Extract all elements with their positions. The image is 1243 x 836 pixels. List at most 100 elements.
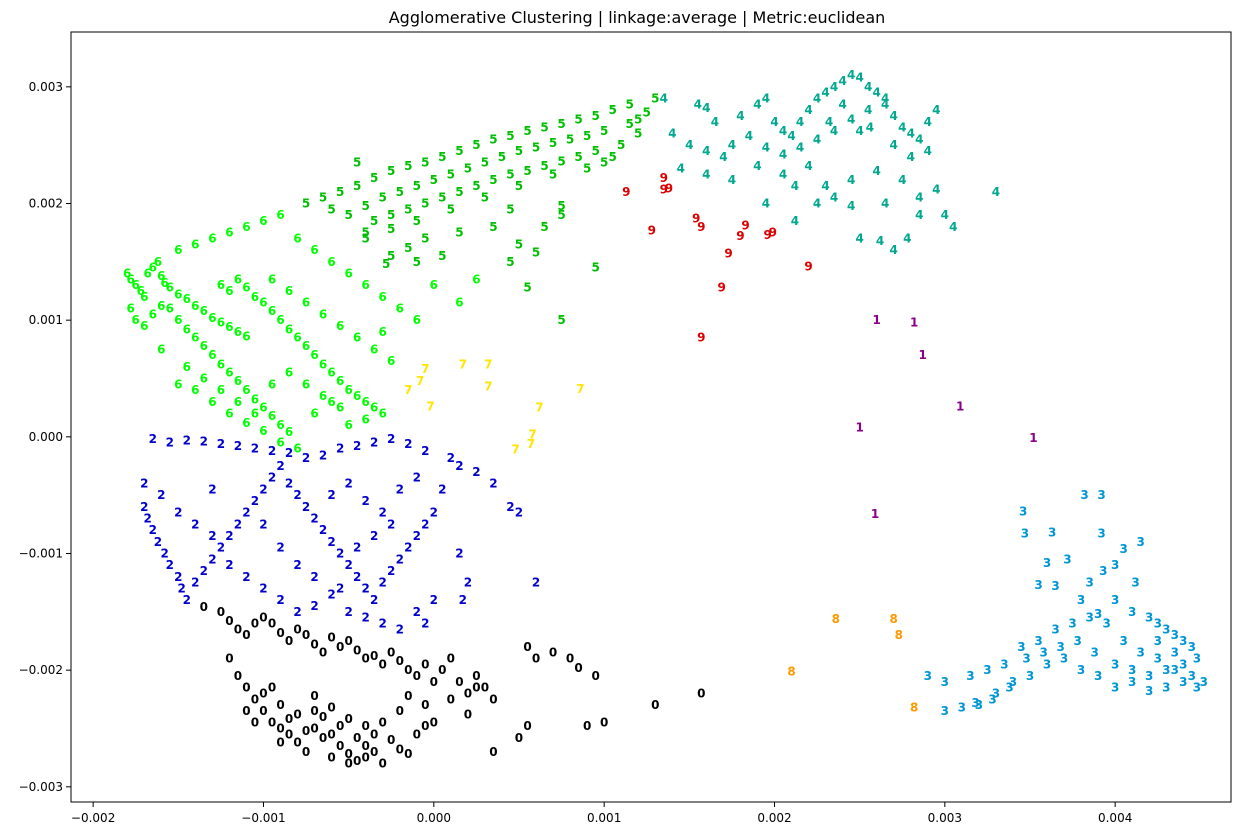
cluster-6-point: 6 xyxy=(137,284,145,298)
cluster-0-point: 0 xyxy=(472,669,480,683)
cluster-0-point: 0 xyxy=(387,733,395,747)
cluster-0-point: 0 xyxy=(362,719,370,733)
cluster-2-point: 2 xyxy=(455,459,463,473)
cluster-7-point: 7 xyxy=(535,401,543,415)
cluster-5-point: 5 xyxy=(532,141,540,155)
cluster-3-point: 3 xyxy=(1094,669,1102,683)
cluster-0-point: 0 xyxy=(242,704,250,718)
cluster-0-point: 0 xyxy=(370,745,378,759)
cluster-5-point: 5 xyxy=(574,150,582,164)
cluster-2-point: 2 xyxy=(149,432,157,446)
cluster-4-point: 4 xyxy=(762,141,770,155)
cluster-3-point: 3 xyxy=(1080,488,1088,502)
cluster-0-point: 0 xyxy=(327,727,335,741)
cluster-3-point: 3 xyxy=(941,704,949,718)
cluster-5-point: 5 xyxy=(472,179,480,193)
cluster-0-point: 0 xyxy=(302,628,310,642)
cluster-5-point: 5 xyxy=(481,191,489,205)
cluster-5-point: 5 xyxy=(353,179,361,193)
cluster-2-point: 2 xyxy=(259,517,267,531)
cluster-5-point: 5 xyxy=(382,257,390,271)
cluster-4-point: 4 xyxy=(838,74,846,88)
cluster-0-point: 0 xyxy=(353,754,361,768)
cluster-0-point: 0 xyxy=(379,716,387,730)
cluster-0-point: 0 xyxy=(302,745,310,759)
cluster-3-point: 3 xyxy=(983,663,991,677)
cluster-6-point: 6 xyxy=(293,331,301,345)
cluster-0-point: 0 xyxy=(523,640,531,654)
cluster-5-point: 5 xyxy=(557,117,565,131)
cluster-2-point: 2 xyxy=(379,576,387,590)
cluster-4-point: 4 xyxy=(702,167,710,181)
cluster-6-point: 6 xyxy=(217,383,225,397)
cluster-3-point: 3 xyxy=(1111,558,1119,572)
cluster-5-point: 5 xyxy=(404,159,412,173)
cluster-2-point: 2 xyxy=(183,433,191,447)
cluster-3-point: 3 xyxy=(975,698,983,712)
cluster-2-point: 2 xyxy=(489,477,497,491)
cluster-5-point: 5 xyxy=(404,241,412,255)
cluster-5-point: 5 xyxy=(438,249,446,263)
cluster-2-point: 2 xyxy=(178,582,186,596)
cluster-7-point: 7 xyxy=(576,382,584,396)
cluster-0-point: 0 xyxy=(421,698,429,712)
x-tick-label: 0.004 xyxy=(1098,811,1132,825)
cluster-5-point: 5 xyxy=(574,113,582,127)
cluster-2-point: 2 xyxy=(234,439,242,453)
cluster-0-point: 0 xyxy=(200,600,208,614)
cluster-5-point: 5 xyxy=(523,281,531,295)
cluster-5-point: 5 xyxy=(591,144,599,158)
cluster-6-point: 6 xyxy=(208,348,216,362)
y-axis: −0.003 −0.002 −0.001 0.000 0.001 0.002 0.003 xyxy=(19,80,71,794)
cluster-6-point: 6 xyxy=(370,342,378,356)
cluster-6-point: 6 xyxy=(387,354,395,368)
cluster-4-point: 4 xyxy=(660,92,668,106)
cluster-2-point: 2 xyxy=(200,435,208,449)
cluster-5-point: 5 xyxy=(421,156,429,170)
cluster-1-point: 1 xyxy=(855,421,863,435)
cluster-2-point: 2 xyxy=(191,517,199,531)
x-tick-label: 0.001 xyxy=(587,811,621,825)
cluster-3-point: 3 xyxy=(1120,542,1128,556)
cluster-0-point: 0 xyxy=(362,751,370,765)
cluster-1-point: 1 xyxy=(910,316,918,330)
cluster-0-point: 0 xyxy=(251,716,259,730)
cluster-6-point: 6 xyxy=(242,383,250,397)
cluster-5-point: 5 xyxy=(455,226,463,240)
cluster-0-point: 0 xyxy=(362,652,370,666)
cluster-2-point: 2 xyxy=(336,442,344,456)
cluster-5-point: 5 xyxy=(464,162,472,176)
cluster-2-point: 2 xyxy=(234,517,242,531)
cluster-4-point: 4 xyxy=(915,208,923,222)
cluster-9-point: 9 xyxy=(622,185,630,199)
cluster-6-point: 6 xyxy=(242,220,250,234)
cluster-6-point: 6 xyxy=(123,267,131,281)
cluster-6-point: 6 xyxy=(154,255,162,269)
cluster-6-point: 6 xyxy=(310,407,318,421)
cluster-3-point: 3 xyxy=(1039,646,1047,660)
cluster-3-point: 3 xyxy=(1162,663,1170,677)
cluster-2-point: 2 xyxy=(191,576,199,590)
cluster-4-point: 4 xyxy=(915,132,923,146)
cluster-0-point: 0 xyxy=(489,692,497,706)
cluster-2-point: 2 xyxy=(200,564,208,578)
cluster-3-point: 3 xyxy=(1043,556,1051,570)
cluster-2-point: 2 xyxy=(413,605,421,619)
cluster-5-point: 5 xyxy=(591,261,599,275)
cluster-6-point: 6 xyxy=(149,307,157,321)
chart-title: Agglomerative Clustering | linkage:avera… xyxy=(389,8,886,27)
cluster-1-point: 1 xyxy=(919,348,927,362)
cluster-2-point: 2 xyxy=(225,529,233,543)
cluster-3-point: 3 xyxy=(1051,579,1059,593)
cluster-4-point: 4 xyxy=(924,144,932,158)
cluster-2-point: 2 xyxy=(396,622,404,636)
cluster-3-point: 3 xyxy=(992,687,1000,701)
cluster-0-point: 0 xyxy=(336,640,344,654)
cluster-5-point: 5 xyxy=(506,167,514,181)
cluster-3-point: 3 xyxy=(1145,684,1153,698)
cluster-4-point: 4 xyxy=(779,148,787,162)
cluster-6-point: 6 xyxy=(200,372,208,386)
cluster-2-point: 2 xyxy=(396,552,404,566)
cluster-3-point: 3 xyxy=(1063,552,1071,566)
cluster-9-point: 9 xyxy=(718,281,726,295)
